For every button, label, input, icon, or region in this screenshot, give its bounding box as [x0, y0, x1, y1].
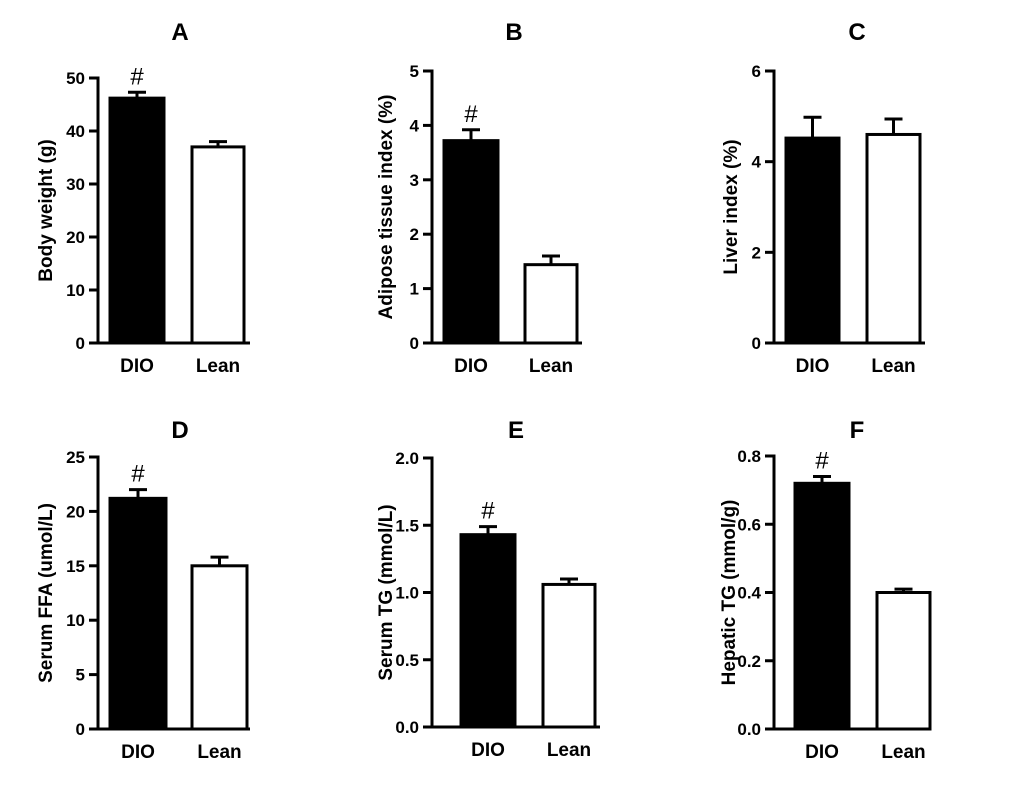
y-tick-label: 0.0: [737, 720, 761, 739]
y-tick-label: 4: [410, 116, 420, 135]
panel-title: D: [171, 417, 188, 444]
y-axis-label: Serum TG (mmol/L): [376, 504, 397, 680]
significance-marker: #: [464, 101, 478, 128]
y-tick-label: 40: [66, 122, 85, 141]
y-tick-label: 0.0: [395, 718, 419, 737]
y-axis-label: Body weight (g): [36, 139, 57, 281]
bar-lean: [541, 582, 597, 729]
panel-b: B Adipose tissue index (%) # DIO Lean 0 1 2 3 4 5: [376, 19, 582, 377]
category-label: DIO: [471, 740, 505, 761]
y-tick-label: 3: [410, 171, 419, 190]
panel-title: B: [505, 19, 522, 46]
y-tick-label: 1.5: [395, 516, 419, 535]
category-label: DIO: [121, 742, 155, 763]
y-tick-label: 30: [66, 175, 85, 194]
y-tick-label: 1.0: [395, 584, 419, 603]
y-axis-label: Serum FFA (umol/L): [36, 503, 57, 683]
y-tick-label: 10: [66, 281, 85, 300]
category-label: Lean: [196, 356, 240, 377]
y-tick-label: 6: [752, 62, 761, 81]
panel-a: A Body weight (g) # DIO Lean 0 10 20 30 40 50: [36, 19, 250, 377]
bar-lean: [875, 591, 932, 731]
y-tick-label: 20: [66, 502, 85, 521]
category-label: Lean: [871, 356, 915, 377]
y-tick-label: 0.5: [395, 651, 419, 670]
category-label: DIO: [120, 356, 154, 377]
y-axis-label: Liver index (%): [721, 139, 742, 274]
y-tick-label: 25: [66, 448, 85, 467]
panel-title: A: [171, 19, 188, 46]
y-tick-label: 2: [410, 225, 419, 244]
y-tick-label: 10: [66, 611, 85, 630]
significance-marker: #: [130, 63, 144, 90]
y-tick-label: 0.6: [737, 515, 761, 534]
y-tick-label: 2.0: [395, 449, 419, 468]
y-tick-label: 0.4: [737, 584, 761, 603]
bar-dio: [784, 136, 841, 345]
bar-dio: [108, 96, 166, 345]
panel-title: C: [848, 19, 865, 46]
bar-lean: [190, 145, 246, 345]
panel-e: E Serum TG (mmol/L) # DIO Lean 0.0 0.5 1.0 1.5 2.…: [376, 417, 600, 761]
category-label: Lean: [547, 740, 591, 761]
bar-dio: [793, 481, 851, 731]
bar-lean: [523, 263, 579, 345]
y-tick-label: 5: [410, 62, 419, 81]
y-tick-label: 0.8: [737, 447, 761, 466]
bar-lean: [190, 564, 249, 731]
y-tick-label: 0.2: [737, 652, 761, 671]
y-tick-label: 0: [76, 720, 85, 739]
significance-marker: #: [481, 498, 495, 525]
y-tick-label: 0: [410, 334, 419, 353]
category-label: DIO: [454, 356, 488, 377]
y-tick-label: 0: [752, 334, 761, 353]
y-tick-label: 20: [66, 228, 85, 247]
bar-lean: [865, 132, 922, 345]
category-label: DIO: [796, 356, 830, 377]
category-label: Lean: [881, 742, 925, 763]
y-tick-label: 1: [410, 280, 419, 299]
panel-title: E: [508, 417, 524, 444]
bar-dio: [459, 533, 517, 729]
category-label: Lean: [197, 742, 241, 763]
bar-dio: [442, 139, 500, 345]
y-tick-label: 5: [76, 666, 85, 685]
category-label: Lean: [529, 356, 573, 377]
significance-marker: #: [131, 461, 145, 488]
panel-d: D Serum FFA (umol/L) # DIO Lean 0 5 10 15 20 25: [36, 417, 250, 763]
y-tick-label: 0: [76, 334, 85, 353]
y-tick-label: 50: [66, 69, 85, 88]
panel-c: C Liver index (%) DIO Lean 0 2 4 6: [721, 19, 925, 377]
bar-dio: [108, 496, 168, 731]
panel-f: F Hepatic TG (mmol/g) # DIO Lean 0.0 0.2 0.4 0.6…: [719, 417, 932, 763]
panel-title: F: [850, 417, 865, 444]
y-tick-label: 4: [752, 153, 762, 172]
y-axis-label: Adipose tissue index (%): [376, 95, 397, 320]
significance-marker: #: [815, 447, 829, 474]
y-axis-label: Hepatic TG (mmol/g): [719, 500, 740, 686]
y-tick-label: 2: [752, 243, 761, 262]
y-tick-label: 15: [66, 557, 85, 576]
category-label: DIO: [805, 742, 839, 763]
